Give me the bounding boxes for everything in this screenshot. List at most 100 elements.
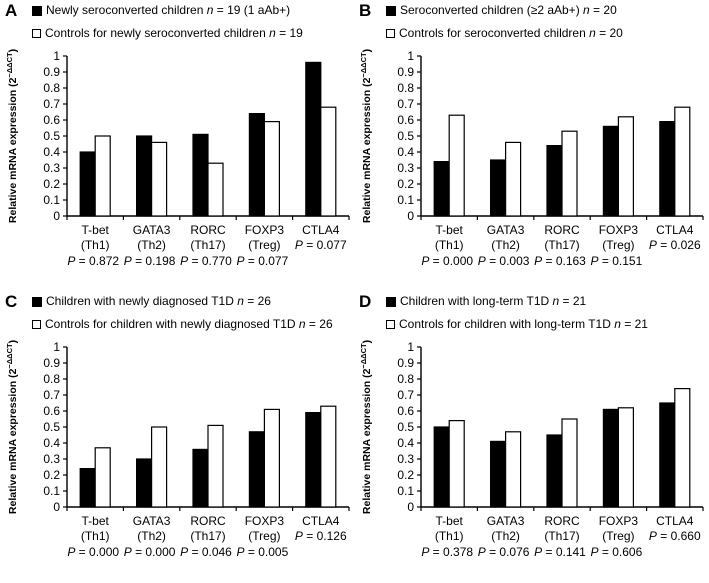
y-tick-label: 0.1 (397, 193, 414, 207)
bar-chart-b: 0 0.1 0.2 0.3 0.4 0.5 0.6 0.7 0.8 0.9 1 T-bet (Th1) G… (359, 48, 709, 278)
y-tick-label: 0.9 (43, 65, 60, 79)
panel-d-header: D Children with long-term T1D n = 21 Con… (359, 292, 709, 332)
y-tick-label: 1 (53, 49, 60, 63)
bar-white-RORC (207, 162, 224, 217)
bar-white-RORC (561, 130, 578, 217)
bar-white-CTLA4 (320, 405, 337, 508)
y-tick-label: 0.8 (397, 372, 414, 386)
bar-chart-c: 0 0.1 0.2 0.3 0.4 0.5 0.6 0.7 0.8 0.9 1 T-bet (Th1) G… (5, 339, 354, 569)
category-sublabel: (Th17) (190, 238, 225, 252)
category-label: T-bet (436, 223, 464, 237)
y-tick-label: 0.6 (397, 113, 414, 127)
legend-item: Controls for seroconverted children n = … (386, 26, 623, 41)
open-square-icon (32, 320, 41, 330)
y-tick-label: 0.4 (397, 145, 414, 159)
p-value-label: P = 0.378 (421, 545, 473, 559)
y-tick-label: 0.7 (43, 97, 60, 111)
y-tick-label: 0.6 (43, 113, 60, 127)
category-label: GATA3 (133, 223, 171, 237)
bar-black-T-bet (433, 426, 450, 508)
y-tick-label: 0.8 (397, 81, 414, 95)
y-tick-label: 0.5 (397, 420, 414, 434)
panel-d: D Children with long-term T1D n = 21 Con… (354, 291, 709, 583)
bar-black-FOXP3 (602, 126, 619, 217)
bar-white-GATA3 (505, 142, 522, 217)
y-tick-label: 0 (407, 500, 414, 514)
panel-a-header: A Newly seroconverted children n = 19 (1… (5, 1, 354, 40)
p-value-label: P = 0.000 (124, 545, 176, 559)
category-sublabel: (Treg) (248, 529, 280, 543)
open-square-icon (386, 29, 395, 39)
category-label: CTLA4 (302, 514, 340, 528)
y-tick-label: 0.6 (43, 404, 60, 418)
filled-square-icon (386, 5, 396, 16)
p-value-label: P = 0.141 (534, 545, 586, 559)
category-label: FOXP3 (599, 514, 639, 528)
bar-black-RORC (192, 134, 209, 217)
category-label: GATA3 (487, 514, 525, 528)
panel-b-legend: Seroconverted children (≥2 aAb+) n = 20 … (386, 2, 623, 40)
bar-white-CTLA4 (674, 106, 691, 217)
bar-white-FOXP3 (263, 121, 280, 217)
bar-white-RORC (561, 418, 578, 508)
panel-c-legend: Children with newly diagnosed T1D n = 26… (32, 293, 333, 331)
y-tick-label: 0.3 (397, 161, 414, 175)
category-label: RORC (544, 514, 580, 528)
bar-black-CTLA4 (659, 121, 676, 217)
y-tick-label: 0.4 (43, 145, 60, 159)
category-label: FOXP3 (245, 223, 285, 237)
category-sublabel: (Th2) (491, 529, 520, 543)
category-sublabel: (Th17) (190, 529, 225, 543)
p-value-label: P = 0.000 (421, 254, 473, 268)
legend-item: Newly seroconverted children n = 19 (1 a… (32, 3, 303, 17)
p-value-label: P = 0.198 (124, 254, 176, 268)
category-sublabel: (Th1) (435, 238, 464, 252)
legend-item: Controls for children with newly diagnos… (32, 317, 333, 331)
category-label: RORC (190, 223, 226, 237)
bar-white-FOXP3 (263, 409, 280, 508)
y-tick-label: 1 (407, 49, 414, 63)
filled-square-icon (386, 296, 396, 307)
panel-letter-c: C (5, 292, 18, 311)
legend-item: Controls for children with long-term T1D… (386, 317, 648, 332)
chart-svg: 0 0.1 0.2 0.3 0.4 0.5 0.6 0.7 0.8 0.9 1 T-bet(Th1) G… (359, 340, 704, 559)
category-sublabel: (Treg) (602, 529, 634, 543)
category-label: RORC (190, 514, 226, 528)
y-tick-label: 1 (53, 340, 60, 354)
category-sublabel: (Th2) (137, 238, 166, 252)
category-sublabel: (Treg) (602, 238, 634, 252)
bar-black-FOXP3 (248, 431, 265, 508)
chart-svg: 0 0.1 0.2 0.3 0.4 0.5 0.6 0.7 0.8 0.9 1 T-bet(Th1) G… (5, 340, 350, 559)
y-tick-label: 1 (407, 340, 414, 354)
panel-letter-b: B (359, 1, 372, 20)
y-tick-label: 0 (53, 209, 60, 223)
bar-white-FOXP3 (617, 116, 634, 217)
bar-white-CTLA4 (320, 106, 337, 217)
filled-square-icon (32, 5, 42, 16)
y-tick-label: 0.7 (397, 97, 414, 111)
category-label: FOXP3 (245, 514, 285, 528)
bar-white-CTLA4 (674, 388, 691, 508)
y-axis-title: Relative mRNA expression (2−ΔΔCT) (5, 340, 19, 514)
legend-label: Controls for seroconverted children n = … (399, 26, 623, 41)
bar-black-T-bet (79, 151, 96, 217)
bar-white-GATA3 (505, 431, 522, 508)
bar-white-GATA3 (151, 426, 168, 508)
p-value-label: P = 0.046 (180, 545, 232, 559)
y-tick-label: 0.4 (397, 436, 414, 450)
p-value-label: P = 0.003 (478, 254, 530, 268)
p-value-label: P = 0.005 (237, 545, 289, 559)
legend-item: Controls for newly seroconverted childre… (32, 26, 303, 40)
bar-black-GATA3 (136, 458, 153, 508)
bar-black-CTLA4 (305, 62, 322, 217)
legend-label: Children with newly diagnosed T1D n = 26 (46, 294, 271, 308)
chart-svg: 0 0.1 0.2 0.3 0.4 0.5 0.6 0.7 0.8 0.9 1 T-bet(Th1) G… (5, 49, 350, 268)
category-sublabel: (Th17) (544, 238, 579, 252)
category-label: T-bet (436, 514, 464, 528)
legend-item: Seroconverted children (≥2 aAb+) n = 20 (386, 3, 623, 17)
y-axis-title: Relative mRNA expression (2−ΔΔCT) (359, 340, 373, 514)
legend-label: Controls for children with long-term T1D… (399, 317, 648, 332)
category-sublabel: P = 0.660 (649, 529, 701, 543)
panel-c-header: C Children with newly diagnosed T1D n = … (5, 292, 354, 331)
